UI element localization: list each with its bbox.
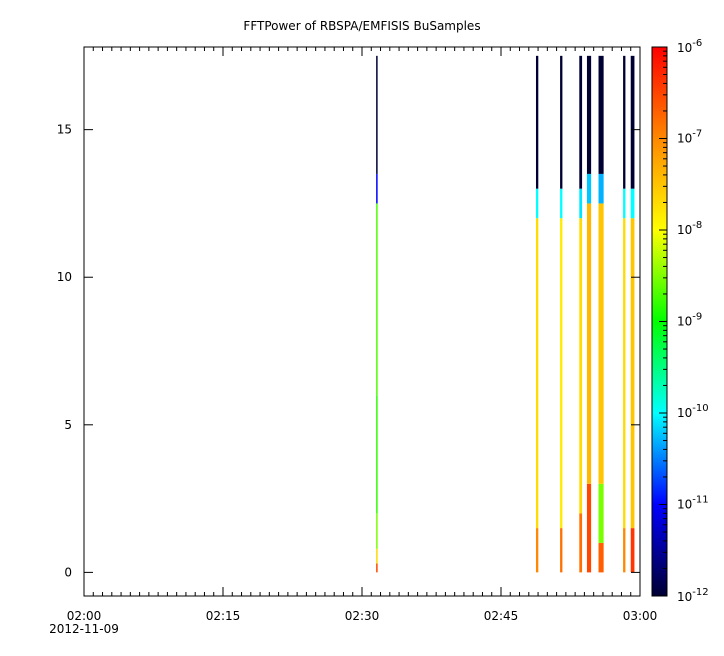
spectrogram-cell xyxy=(598,483,604,543)
spectrogram-cell xyxy=(630,218,635,529)
spectrogram-stripe xyxy=(623,55,626,573)
spectrogram-cell xyxy=(376,203,378,396)
spectrogram-cell xyxy=(586,173,592,204)
x-date-label: 2012-11-09 xyxy=(49,622,119,636)
spectrogram-cell xyxy=(623,528,626,573)
spectrogram-stripe xyxy=(376,55,378,573)
spectrogram-cell xyxy=(376,395,378,514)
chart-title: FFTPower of RBSPA/EMFISIS BuSamples xyxy=(243,19,480,33)
y-tick-label: 5 xyxy=(64,418,72,432)
spectrogram-cell xyxy=(376,548,378,564)
spectrogram-cell xyxy=(598,173,604,204)
spectrogram-cell xyxy=(598,55,604,174)
x-tick-label: 02:15 xyxy=(206,609,241,623)
axes: 02:00 02:15 02:30 02:45 03:00 2012-11-09 0 5 10 1… xyxy=(49,46,658,636)
spectrogram-cell xyxy=(376,513,378,549)
x-tick-label: 02:30 xyxy=(345,609,380,623)
spectrogram-stripe xyxy=(560,55,563,573)
x-tick-label: 03:00 xyxy=(623,609,658,623)
spectrogram-cell xyxy=(579,188,583,219)
spectrogram-cell xyxy=(579,55,583,189)
spectrogram-stripe xyxy=(579,55,583,573)
colorbar-tick-label: 10-12 xyxy=(677,587,709,604)
y-tick-label: 15 xyxy=(57,123,72,137)
spectrogram-cell xyxy=(623,55,626,189)
x-tick-label: 02:45 xyxy=(484,609,519,623)
spectrogram-cell xyxy=(560,528,563,573)
y-tick-label: 10 xyxy=(57,270,72,284)
spectrogram-stripe xyxy=(535,55,539,573)
spectrogram-cell xyxy=(630,188,635,219)
spectrogram-cell xyxy=(535,528,539,573)
spectrogram-cell xyxy=(535,55,539,189)
spectrogram-cell xyxy=(579,218,583,514)
spectrogram-cell xyxy=(623,188,626,219)
plot-frame xyxy=(83,46,641,597)
spectrogram-cell xyxy=(586,55,592,174)
colorbar: 10-12 10-11 10-10 10-9 10-8 10-7 10-6 xyxy=(651,38,709,604)
spectrogram-stripe xyxy=(630,55,635,573)
spectrogram-cell xyxy=(560,188,563,219)
spectrogram-cell xyxy=(630,528,635,573)
colorbar-tick-label: 10-6 xyxy=(677,38,702,55)
colorbar-tick-label: 10-9 xyxy=(677,312,702,329)
spectrogram-cell xyxy=(623,218,626,529)
spectrogram-cell xyxy=(586,483,592,573)
spectrogram-cell xyxy=(535,218,539,529)
colorbar-tick-label: 10-8 xyxy=(677,220,702,237)
spectrogram-cell xyxy=(598,203,604,484)
colorbar-tick-label: 10-10 xyxy=(677,403,709,420)
spectrogram-cell xyxy=(630,55,635,189)
colorbar-tick-label: 10-11 xyxy=(677,495,709,512)
spectrogram-cell xyxy=(376,55,378,174)
spectrogram-cell xyxy=(586,203,592,484)
spectrogram-cell xyxy=(560,218,563,529)
spectrogram-cell xyxy=(535,188,539,219)
spectrogram-cell xyxy=(579,513,583,573)
spectrogram-cell xyxy=(376,563,378,573)
x-tick-label: 02:00 xyxy=(67,609,102,623)
y-tick-label: 0 xyxy=(64,565,72,579)
plot-area xyxy=(376,55,635,573)
spectrogram-cell xyxy=(560,55,563,189)
spectrogram-cell xyxy=(376,173,378,204)
spectrogram-cell xyxy=(598,542,604,573)
spectrogram-stripe xyxy=(586,55,592,573)
spectrogram-stripe xyxy=(598,55,604,573)
colorbar-tick-label: 10-7 xyxy=(677,129,702,146)
